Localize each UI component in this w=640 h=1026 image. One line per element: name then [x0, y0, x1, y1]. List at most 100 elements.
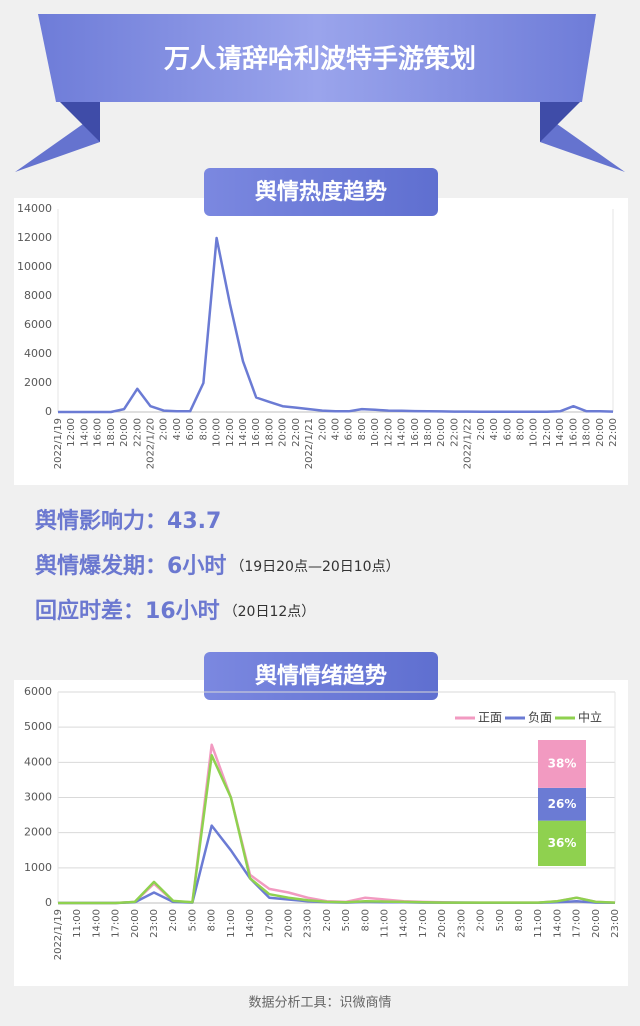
- x-tick-label: 5:00: [187, 909, 198, 931]
- x-tick-label: 22:00: [449, 418, 460, 447]
- y-tick-label: 14000: [17, 202, 52, 215]
- x-tick-label: 23:00: [149, 909, 160, 938]
- stat-note: （19日20点—20日10点）: [230, 559, 399, 575]
- x-tick-label: 17:00: [418, 909, 429, 938]
- x-tick-label: 16:00: [568, 418, 579, 447]
- data-label: 26%: [548, 797, 577, 811]
- x-tick-label: 4:00: [489, 418, 500, 440]
- x-tick-label: 20:00: [119, 418, 130, 447]
- x-tick-label: 8:00: [360, 909, 371, 931]
- y-tick-label: 1000: [24, 861, 52, 874]
- stat-value: 43.7: [167, 509, 221, 534]
- x-tick-label: 20:00: [130, 909, 141, 938]
- x-tick-label: 8:00: [357, 418, 368, 440]
- y-tick-label: 4000: [24, 347, 52, 360]
- ribbon: [38, 14, 596, 102]
- x-tick-label: 18:00: [264, 418, 275, 447]
- y-tick-label: 10000: [17, 260, 52, 273]
- line: [58, 754, 616, 905]
- x-tick-label: 14:00: [238, 418, 249, 447]
- x-tick-label: 2:00: [168, 909, 179, 931]
- x-tick-label: 20:00: [278, 418, 289, 447]
- legend-label: 正面: [478, 711, 502, 725]
- x-tick-label: 20:00: [591, 909, 602, 938]
- section-header: [204, 168, 438, 216]
- x-tick-label: 8:00: [514, 909, 525, 931]
- x-tick-label: 2022/1/19: [53, 418, 64, 469]
- x-tick-label: 23:00: [303, 909, 314, 938]
- x-tick-label: 8:00: [198, 418, 209, 440]
- x-tick-label: 14:00: [399, 909, 410, 938]
- x-tick-label: 10:00: [212, 418, 223, 447]
- x-tick-label: 2:00: [317, 418, 328, 440]
- x-tick-label: 23:00: [456, 909, 467, 938]
- bar-segment: [538, 787, 586, 821]
- x-tick-label: 20:00: [436, 418, 447, 447]
- x-tick-label: 14:00: [245, 909, 256, 938]
- x-tick-label: 14:00: [552, 909, 563, 938]
- x-tick-label: 14:00: [555, 418, 566, 447]
- x-tick-label: 2022/1/21: [304, 418, 315, 469]
- x-tick-label: 12:00: [225, 418, 236, 447]
- x-tick-label: 2:00: [322, 909, 333, 931]
- stat: 舆情影响力：43.7: [35, 508, 221, 534]
- y-tick-label: 8000: [24, 289, 52, 302]
- y-tick-label: 2000: [24, 376, 52, 389]
- x-tick-label: 20:00: [283, 909, 294, 938]
- bar-segment: [538, 820, 586, 866]
- x-tick-label: 4:00: [331, 418, 342, 440]
- x-tick-label: 14:00: [397, 418, 408, 447]
- x-tick-label: 17:00: [111, 909, 122, 938]
- x-tick-label: 20:00: [595, 418, 606, 447]
- legend-label: 负面: [528, 711, 552, 725]
- y-tick-label: 0: [45, 405, 52, 418]
- x-tick-label: 2022/1/20: [146, 418, 157, 469]
- y-tick-label: 3000: [24, 791, 52, 804]
- x-tick-label: 22:00: [608, 418, 619, 447]
- x-tick-label: 12:00: [542, 418, 553, 447]
- y-tick-label: 2000: [24, 826, 52, 839]
- x-tick-label: 2022/1/22: [463, 418, 474, 469]
- x-tick-label: 16:00: [410, 418, 421, 447]
- y-tick-label: 0: [45, 896, 52, 909]
- stat-label: 回应时差：: [35, 598, 145, 624]
- line: [58, 236, 614, 414]
- x-tick-label: 6:00: [185, 418, 196, 440]
- stat-value: 6小时: [167, 554, 226, 579]
- x-tick-label: 18:00: [423, 418, 434, 447]
- x-tick-label: 11:00: [380, 909, 391, 938]
- x-tick-label: 4:00: [172, 418, 183, 440]
- x-tick-label: 22:00: [291, 418, 302, 447]
- section-title: 舆情热度趋势: [255, 179, 387, 205]
- x-tick-label: 20:00: [437, 909, 448, 938]
- x-tick-label: 8:00: [207, 909, 218, 931]
- x-tick-label: 2:00: [159, 418, 170, 440]
- legend-label: 中立: [578, 710, 602, 725]
- section-title: 舆情情绪趋势: [255, 663, 387, 689]
- ribbon-fold: [58, 100, 100, 142]
- y-tick-label: 6000: [24, 318, 52, 331]
- x-tick-label: 14:00: [79, 418, 90, 447]
- footer: 数据分析工具：识微商情: [248, 996, 391, 1011]
- bar-segment: [538, 740, 586, 788]
- x-tick-label: 6:00: [502, 418, 513, 440]
- stat-label: 舆情影响力：: [35, 508, 167, 534]
- y-tick-label: 6000: [24, 685, 52, 698]
- x-tick-label: 2:00: [476, 418, 487, 440]
- ribbon-fold: [540, 100, 582, 142]
- data-label: 36%: [548, 836, 577, 850]
- y-tick-label: 12000: [17, 231, 52, 244]
- stat: 回应时差：16小时 （20日12点）: [35, 598, 315, 624]
- x-tick-label: 23:00: [610, 909, 621, 938]
- x-tick-label: 6:00: [344, 418, 355, 440]
- data-label: 38%: [548, 756, 577, 770]
- x-tick-label: 8:00: [516, 418, 527, 440]
- x-tick-label: 12:00: [66, 418, 77, 447]
- stat: 舆情爆发期：6小时 （19日20点—20日10点）: [35, 553, 400, 579]
- page-title: 万人请辞哈利波特手游策划: [164, 44, 476, 75]
- x-tick-label: 2022/1/19: [53, 909, 64, 960]
- x-tick-label: 16:00: [251, 418, 262, 447]
- x-tick-label: 10:00: [529, 418, 540, 447]
